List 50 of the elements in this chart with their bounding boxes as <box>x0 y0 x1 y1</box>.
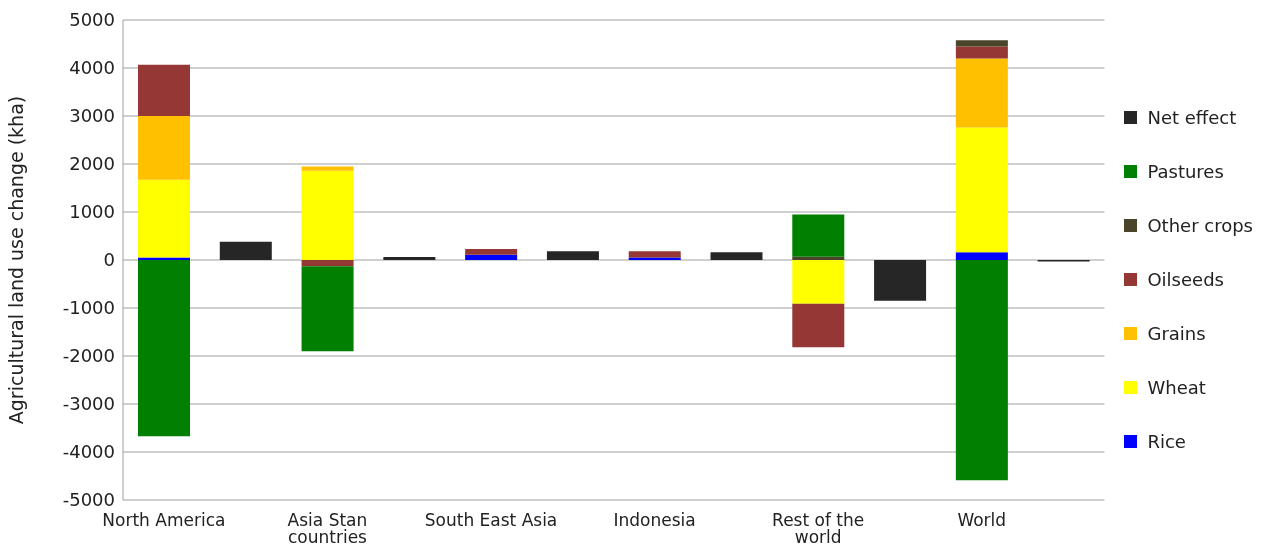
bar <box>955 252 1008 260</box>
bar <box>955 127 1008 253</box>
bar <box>792 214 845 257</box>
bar <box>301 166 354 171</box>
bar <box>955 260 1008 481</box>
y-tick-label: -2000 <box>62 345 115 367</box>
y-tick-label: -4000 <box>62 441 115 463</box>
legend-label: Oilseeds <box>1147 268 1224 290</box>
legend-label: Other crops <box>1147 214 1253 236</box>
y-tick-label: 1000 <box>69 201 115 223</box>
legend-label: Net effect <box>1147 106 1237 128</box>
bar <box>874 260 927 301</box>
legend-label: Wheat <box>1147 376 1206 398</box>
legend-label: Rice <box>1147 430 1186 452</box>
x-tick-label: North America <box>102 510 226 531</box>
bar <box>301 170 354 260</box>
y-tick-label: 2000 <box>69 153 115 175</box>
bar <box>546 251 599 260</box>
bar <box>301 266 354 352</box>
bar <box>955 58 1008 128</box>
bar <box>465 254 518 260</box>
y-tick-label: -5000 <box>62 489 115 511</box>
bar <box>710 252 763 260</box>
y-axis-title: Agricultural land use change (kha) <box>4 95 27 425</box>
bar <box>138 179 190 258</box>
x-tick-label: Rest of the world <box>772 510 865 548</box>
y-tick-label: 3000 <box>69 105 115 127</box>
bar <box>628 251 681 258</box>
x-tick-label: World <box>957 510 1007 531</box>
bar <box>383 257 436 260</box>
legend-label: Grains <box>1147 322 1206 344</box>
x-tick-label: Asia Stan countries <box>287 510 368 548</box>
y-tick-label: 0 <box>103 249 115 271</box>
bar <box>138 116 190 180</box>
bar <box>792 303 845 348</box>
bar <box>792 260 845 304</box>
bar <box>955 46 1008 59</box>
y-tick-label: -3000 <box>62 393 115 415</box>
bar <box>955 40 1008 47</box>
x-tick-label: South East Asia <box>424 510 558 531</box>
bar <box>138 260 190 437</box>
y-tick-label: -1000 <box>62 297 115 319</box>
bar <box>219 241 272 260</box>
bar <box>138 64 190 116</box>
y-tick-label: 5000 <box>69 9 115 31</box>
bar <box>465 248 518 255</box>
y-tick-label: 4000 <box>69 57 115 79</box>
legend-label: Pastures <box>1147 160 1224 182</box>
x-tick-label: Indonesia <box>613 510 696 531</box>
bar <box>301 260 354 267</box>
